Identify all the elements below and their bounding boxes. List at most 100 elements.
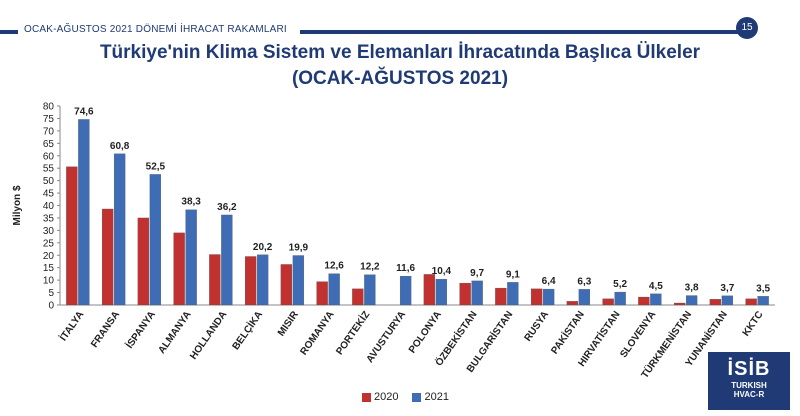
bar-2021 (614, 291, 626, 306)
data-label-2021: 3,5 (756, 283, 770, 294)
logo-line2: HVAC-R (733, 390, 765, 399)
y-tick-label: 45 (43, 189, 55, 200)
data-label-2021: 38,3 (181, 197, 201, 208)
data-label-2021: 74,6 (74, 106, 94, 117)
bar-2021 (78, 119, 90, 306)
bar-2020 (638, 296, 650, 306)
y-tick-label: 10 (43, 276, 55, 287)
y-tick-label: 50 (43, 176, 55, 187)
bar-2020 (316, 281, 328, 306)
data-label-2021: 10,4 (432, 266, 452, 277)
legend-item-2020: 2020 (362, 391, 398, 403)
header-line-right (300, 30, 738, 34)
x-category-label: BELÇİKA (229, 308, 265, 352)
y-tick-label: 40 (43, 201, 55, 212)
x-category-label: ALMANYA (156, 309, 193, 356)
bar-2021 (399, 275, 412, 306)
y-axis-title: Milyon $ (12, 185, 23, 225)
bar-2021 (757, 296, 769, 306)
bar-2021 (650, 293, 662, 306)
bar-2020 (209, 254, 221, 306)
logo-line1: TURKISH (731, 381, 767, 390)
bar-2020 (459, 282, 471, 306)
bar-2020 (137, 217, 150, 306)
y-tick-label: 75 (43, 114, 55, 125)
x-category-label: PORTEKİZ (333, 308, 373, 357)
chart-title: Türkiye'nin Klima Sistem ve Elemanları İ… (99, 42, 701, 63)
page-number-badge: 15 (736, 17, 758, 39)
bar-2021 (185, 209, 197, 306)
bar-2020 (602, 298, 614, 306)
bar-2021 (364, 274, 376, 306)
data-label-2021: 20,2 (253, 242, 273, 253)
bar-2021 (292, 255, 305, 306)
bar-2021 (256, 254, 269, 306)
y-tick-label: 80 (43, 102, 55, 113)
y-tick-label: 30 (43, 226, 55, 237)
data-label-2021: 5,2 (613, 279, 627, 290)
chart-subtitle: (OCAK-AĞUSTOS 2021) (291, 68, 509, 89)
y-tick-label: 15 (43, 263, 55, 274)
data-label-2021: 60,8 (110, 141, 130, 152)
legend-swatch-2021 (412, 392, 422, 402)
x-category-label: ROMANYA (298, 309, 336, 357)
bar-2021 (721, 295, 734, 306)
data-label-2021: 52,5 (146, 161, 166, 172)
x-category-label: AVUSTURYA (365, 309, 409, 365)
bar-2021 (578, 289, 591, 306)
bar-2021 (113, 153, 126, 306)
legend-label-2021: 2021 (424, 391, 449, 403)
bar-2020 (673, 302, 686, 306)
bar-2020 (495, 287, 507, 306)
x-category-label: SLOVENYA (618, 309, 658, 360)
bar-2020 (566, 301, 579, 306)
bar-2021 (471, 280, 483, 306)
bar-2020 (173, 232, 185, 306)
chart-bars (66, 119, 769, 306)
data-label-2021: 19,9 (289, 242, 309, 253)
y-tick-label: 0 (48, 301, 54, 312)
chart-labels: 74,6 İTALYA 60,8 FRANSA 52,5 İSPANYA 38,3 ALMAN… (56, 106, 770, 380)
x-category-label: İSPANYA (123, 308, 158, 351)
bar-2021 (435, 278, 448, 306)
x-category-label: FRANSA (89, 309, 122, 349)
bar-2021 (221, 214, 233, 306)
data-label-2021: 4,5 (649, 281, 663, 292)
bar-2020 (280, 264, 293, 306)
y-tick-label: 20 (43, 251, 55, 262)
data-label-2021: 36,2 (217, 202, 237, 213)
bar-2020 (709, 299, 722, 306)
data-label-2021: 6,3 (577, 276, 591, 287)
bar-2020 (101, 208, 114, 306)
data-label-2021: 3,8 (685, 283, 699, 294)
data-label-2021: 12,2 (360, 262, 380, 273)
logo-name: İSİB (727, 358, 771, 380)
legend-item-2021: 2021 (412, 391, 449, 403)
x-category-label: RUSYA (523, 309, 552, 343)
x-category-label: PAKİSTAN (548, 308, 587, 356)
data-label-2021: 9,7 (470, 268, 484, 279)
data-label-2021: 9,1 (506, 269, 520, 280)
bar-2021 (149, 174, 162, 306)
y-tick-label: 55 (43, 164, 55, 175)
isib-logo: İSİB TURKISH HVAC-R (708, 352, 790, 410)
bar-2020 (423, 274, 436, 306)
y-tick-label: 5 (48, 288, 54, 299)
legend-label-2020: 2020 (374, 391, 399, 403)
y-tick-label: 65 (43, 139, 55, 150)
x-category-label: İTALYA (56, 308, 86, 343)
bar-2020 (244, 256, 257, 306)
bar-2020 (530, 288, 543, 306)
x-category-label: HOLLANDA (188, 309, 229, 361)
data-label-2021: 6,4 (542, 276, 556, 287)
x-category-label: POLONYA (407, 309, 444, 355)
bar-2021 (507, 282, 519, 306)
bar-2021 (328, 273, 340, 306)
bar-2021 (542, 288, 555, 306)
bar-2020 (745, 298, 757, 306)
y-tick-label: 60 (43, 151, 55, 162)
legend-swatch-2020 (362, 392, 371, 402)
y-tick-label: 25 (43, 238, 55, 249)
data-label-2021: 3,7 (720, 283, 734, 294)
